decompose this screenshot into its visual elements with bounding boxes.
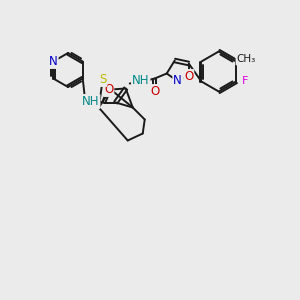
Text: O: O bbox=[104, 83, 113, 96]
Text: O: O bbox=[150, 85, 159, 98]
Text: F: F bbox=[242, 76, 248, 86]
Text: CH₃: CH₃ bbox=[236, 55, 256, 64]
Text: O: O bbox=[184, 70, 193, 83]
Text: S: S bbox=[99, 73, 106, 86]
Text: NH: NH bbox=[132, 74, 149, 87]
Text: N: N bbox=[173, 74, 182, 87]
Text: NH: NH bbox=[82, 95, 100, 108]
Text: N: N bbox=[49, 55, 58, 68]
